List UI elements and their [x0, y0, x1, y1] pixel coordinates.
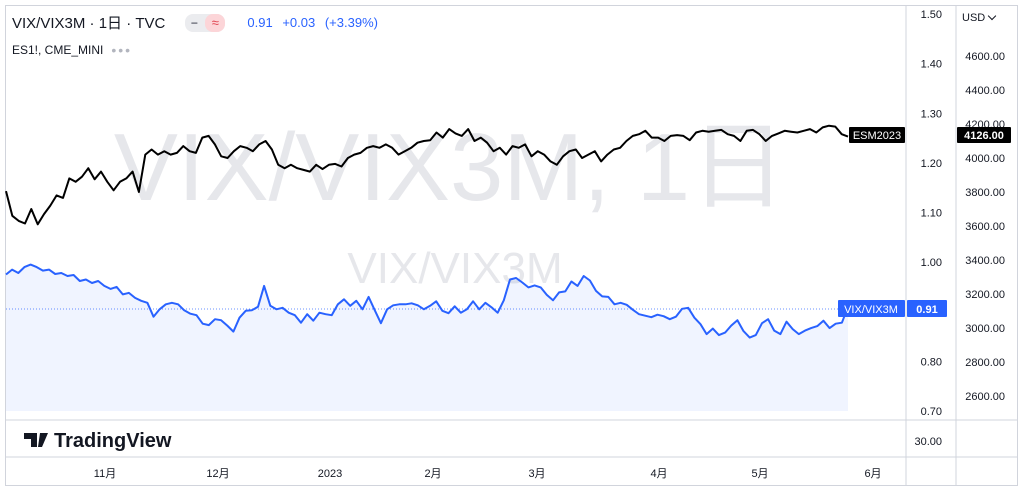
price-tick-label: 3400.00 — [965, 255, 1005, 267]
time-tick-label: 2月 — [424, 468, 441, 480]
vix-price-label-bg — [907, 300, 947, 317]
vix-series-label-bg — [838, 300, 905, 317]
ratio-tick-label: 1.00 — [921, 257, 942, 269]
price-tick-label: 4000.00 — [965, 153, 1005, 165]
price-tick-label: 3800.00 — [965, 187, 1005, 199]
tradingview-logo[interactable]: TradingView — [24, 430, 172, 452]
es-series-label-bg — [849, 127, 905, 143]
time-tick-label: 6月 — [864, 468, 881, 480]
ratio-tick-label: 1.20 — [921, 158, 942, 170]
price-tick-label: 3600.00 — [965, 221, 1005, 233]
price-tick-label: 3000.00 — [965, 323, 1005, 335]
last-value: 0.91 — [247, 15, 273, 30]
more-dots-icon[interactable]: ••• — [111, 42, 133, 58]
time-tick-label: 5月 — [751, 468, 768, 480]
ratio-tick-label: 1.40 — [921, 59, 942, 71]
ratio-axis[interactable]: 1.501.401.301.201.101.000.900.800.7030.0… — [914, 9, 942, 448]
price-tick-label: 2600.00 — [965, 391, 1005, 403]
vix-price-label: 0.91 — [916, 304, 937, 316]
vix-series-label: VIX/VIX3M — [844, 304, 898, 316]
compare-symbol-title[interactable]: ES1!, CME_MINI — [12, 43, 104, 57]
approx-icon[interactable]: ≈ — [205, 13, 226, 32]
series-toggle[interactable]: − ≈ — [185, 13, 226, 32]
minus-icon[interactable]: − — [190, 15, 198, 30]
tradingview-logo-icon — [24, 433, 48, 447]
price-tick-label: 2800.00 — [965, 357, 1005, 369]
time-tick-label: 2023 — [318, 468, 342, 480]
time-tick-label: 12月 — [206, 468, 229, 480]
change-value: +0.03 — [282, 15, 316, 30]
currency-label: USD — [962, 12, 986, 24]
ratio-tick-label: 1.30 — [921, 108, 942, 120]
price-tick-label: 4400.00 — [965, 85, 1005, 97]
time-tick-label: 3月 — [528, 468, 545, 480]
price-axis[interactable]: 4600.004400.004200.004000.003800.003600.… — [965, 51, 1005, 403]
currency-dropdown[interactable]: USD — [962, 11, 1012, 26]
chart-frame — [5, 5, 1018, 486]
tradingview-logo-text: TradingView — [54, 430, 172, 452]
ratio-tick-label: 0.70 — [921, 406, 942, 418]
change-percent: (+3.39%) — [324, 15, 378, 30]
compare-legend: ES1!, CME_MINI ••• — [12, 42, 132, 58]
es-series-label: ESM2023 — [853, 130, 901, 142]
price-tick-label: 3200.00 — [965, 289, 1005, 301]
es-futures-series-line[interactable] — [5, 124, 849, 226]
time-axis[interactable]: 11月 12月 2023 2月 3月 4月 5月 6月 — [94, 468, 882, 480]
price-tick-label: 4600.00 — [965, 51, 1005, 63]
watermark-secondary: VIX/VIX3M — [347, 244, 562, 293]
main-symbol-title[interactable]: VIX/VIX3M · 1日 · TVC — [12, 15, 166, 32]
ratio-tick-label: 0.80 — [921, 356, 942, 368]
chevron-down-icon — [987, 11, 997, 21]
es-price-label-bg — [957, 127, 1011, 143]
legend-header: VIX/VIX3M · 1日 · TVC − ≈ 0.91 +0.03 (+3.… — [12, 12, 384, 33]
es-price-label: 4126.00 — [964, 130, 1004, 142]
legend-values: 0.91 +0.03 (+3.39%) — [247, 15, 384, 30]
ratio-tick-label: 1.10 — [921, 208, 942, 220]
time-tick-label: 11月 — [94, 468, 116, 480]
vix-ratio-area — [6, 264, 848, 411]
watermark-main: VIX/VIX3M, 1日 — [114, 114, 786, 221]
ratio-tick-label: 30.00 — [914, 436, 942, 448]
vix-ratio-series-line[interactable] — [5, 263, 849, 339]
time-tick-label: 4月 — [650, 468, 667, 480]
ratio-tick-label: 1.50 — [921, 9, 942, 21]
